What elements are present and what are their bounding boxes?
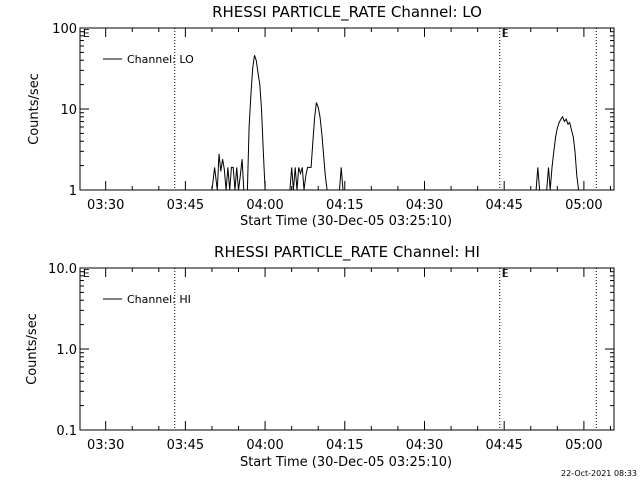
lo-x-axis: 03:30 03:45 04:00 04:15 04:30 04:45 05:00	[87, 28, 611, 213]
hi-legend-label: Channel: HI	[127, 293, 191, 306]
lo-y-tick-label: 10	[60, 103, 77, 118]
hi-annotation-e: E	[83, 267, 90, 280]
lo-legend-label: Channel: LO	[127, 53, 194, 66]
lo-x-tick-label: 03:45	[167, 198, 204, 213]
lo-y-tick-label: 100	[52, 22, 77, 37]
hi-channel-panel: RHESSI PARTICLE_RATE Channel: HI 03:30 03…	[25, 243, 615, 470]
lo-annotation-e: E	[502, 27, 509, 40]
lo-y-axis: 1 10 100	[52, 22, 614, 199]
lo-channel-panel: RHESSI PARTICLE_RATE Channel: LO 03:30 03…	[27, 3, 615, 229]
footer-timestamp: 22-Oct-2021 08:33	[561, 469, 637, 478]
hi-y-tick-label: 0.1	[56, 424, 77, 439]
hi-x-tick-label: 05:00	[565, 438, 602, 453]
hi-annotation-e: E	[502, 267, 509, 280]
lo-x-tick-label: 04:45	[485, 198, 522, 213]
hi-x-axis-label: Start Time (30-Dec-05 03:25:10)	[240, 455, 452, 470]
lo-x-axis-label: Start Time (30-Dec-05 03:25:10)	[240, 214, 452, 229]
hi-x-tick-label: 04:00	[246, 438, 283, 453]
hi-x-tick-label: 04:15	[326, 438, 363, 453]
lo-x-tick-label: 04:00	[246, 198, 283, 213]
lo-y-axis-label: Counts/sec	[27, 73, 42, 145]
lo-annotation-e: E	[83, 27, 90, 40]
hi-x-tick-label: 04:30	[406, 438, 443, 453]
lo-dotted-markers	[174, 28, 597, 190]
hi-x-tick-label: 04:45	[485, 438, 522, 453]
lo-y-tick-label: 1	[69, 184, 77, 199]
hi-y-tick-label: 1.0	[56, 343, 77, 358]
lo-x-tick-label: 04:30	[406, 198, 443, 213]
lo-x-tick-label: 05:00	[565, 198, 602, 213]
lo-chart-title: RHESSI PARTICLE_RATE Channel: LO	[212, 3, 482, 22]
hi-chart-title: RHESSI PARTICLE_RATE Channel: HI	[214, 243, 480, 262]
lo-x-tick-label: 04:15	[326, 198, 363, 213]
hi-y-axis: 0.1 1.0 10.0	[48, 262, 614, 439]
hi-x-tick-label: 03:45	[167, 438, 204, 453]
lo-x-tick-label: 03:30	[87, 198, 124, 213]
hi-y-axis-label: Counts/sec	[25, 313, 40, 385]
hi-y-tick-label: 10.0	[48, 262, 77, 277]
hi-x-axis: 03:30 03:45 04:00 04:15 04:30 04:45 05:00	[87, 268, 611, 453]
lo-series-line	[211, 55, 580, 191]
hi-dotted-markers	[174, 268, 597, 430]
hi-x-tick-label: 03:30	[87, 438, 124, 453]
